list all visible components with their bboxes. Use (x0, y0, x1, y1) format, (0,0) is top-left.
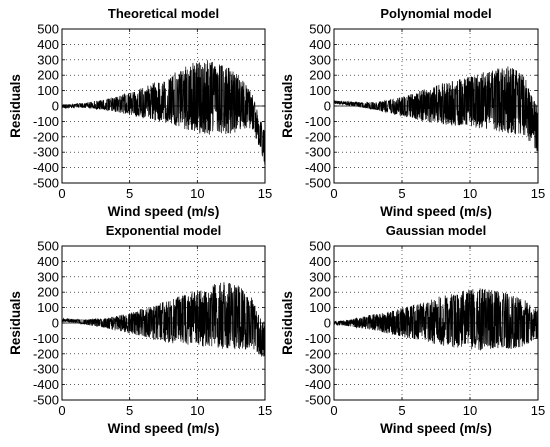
x-axis-label: Wind speed (m/s) (380, 421, 492, 436)
chart-title: Polynomial model (380, 6, 491, 21)
y-tick-label: 400 (37, 37, 59, 52)
y-tick-label: -300 (305, 145, 331, 160)
y-tick-label: -500 (33, 393, 59, 408)
x-tick-label: 10 (463, 186, 477, 201)
chart-title: Exponential model (106, 223, 222, 238)
x-axis-label: Wind speed (m/s) (380, 204, 492, 219)
y-tick-label: -500 (305, 393, 331, 408)
y-tick-label: -400 (305, 377, 331, 392)
x-axis-label: Wind speed (m/s) (108, 204, 220, 219)
y-tick-label: -300 (305, 362, 331, 377)
y-tick-label: 500 (37, 239, 59, 254)
y-tick-label: -300 (33, 145, 59, 160)
y-tick-label: 400 (309, 37, 331, 52)
y-axis-label: Residuals (280, 291, 295, 355)
y-tick-label: -200 (33, 129, 59, 144)
x-tick-label: 10 (463, 403, 477, 418)
y-axis-label: Residuals (8, 74, 23, 138)
y-tick-label: 400 (37, 254, 59, 269)
y-axis-label: Residuals (8, 291, 23, 355)
chart-title: Theoretical model (108, 6, 219, 21)
y-tick-label: 100 (309, 83, 331, 98)
y-tick-label: 0 (52, 316, 59, 331)
x-tick-label: 10 (190, 403, 204, 418)
y-tick-label: 100 (37, 300, 59, 315)
x-tick-label: 0 (58, 403, 65, 418)
y-tick-label: 300 (37, 269, 59, 284)
y-tick-label: -400 (305, 160, 331, 175)
y-tick-label: -200 (305, 129, 331, 144)
y-tick-label: -100 (305, 114, 331, 129)
x-tick-label: 15 (531, 403, 545, 418)
y-axis-label: Residuals (280, 74, 295, 138)
y-tick-label: 500 (37, 22, 59, 37)
y-tick-label: -500 (305, 176, 331, 191)
x-tick-label: 15 (258, 403, 272, 418)
x-tick-label: 5 (398, 403, 405, 418)
y-tick-label: 0 (52, 99, 59, 114)
y-tick-label: -100 (33, 331, 59, 346)
y-tick-label: -300 (33, 362, 59, 377)
residual-series (61, 282, 266, 357)
y-tick-label: -200 (305, 346, 331, 361)
y-tick-label: 400 (309, 254, 331, 269)
x-tick-label: 0 (330, 403, 337, 418)
x-tick-label: 0 (330, 186, 337, 201)
y-tick-label: 300 (37, 52, 59, 67)
y-tick-label: -400 (33, 377, 59, 392)
residual-series (333, 288, 539, 351)
x-tick-label: 5 (398, 186, 405, 201)
x-axis-label: Wind speed (m/s) (108, 421, 220, 436)
y-tick-label: 300 (309, 269, 331, 284)
x-tick-label: 5 (126, 403, 133, 418)
x-tick-label: 0 (58, 186, 65, 201)
y-tick-label: 500 (309, 239, 331, 254)
chart-title: Gaussian model (386, 223, 486, 238)
y-tick-label: -200 (33, 346, 59, 361)
y-tick-label: 0 (324, 316, 331, 331)
residual-series (333, 66, 539, 152)
y-tick-label: 200 (309, 285, 331, 300)
y-tick-label: 200 (37, 285, 59, 300)
y-tick-label: 100 (309, 300, 331, 315)
x-tick-label: 10 (190, 186, 204, 201)
x-tick-label: 15 (258, 186, 272, 201)
y-tick-label: -500 (33, 176, 59, 191)
y-tick-label: 300 (309, 52, 331, 67)
y-tick-label: 200 (37, 68, 59, 83)
y-tick-label: 200 (309, 68, 331, 83)
x-tick-label: 5 (126, 186, 133, 201)
y-tick-label: 500 (309, 22, 331, 37)
y-tick-label: -100 (33, 114, 59, 129)
y-tick-label: 0 (324, 99, 331, 114)
y-tick-label: -400 (33, 160, 59, 175)
y-tick-label: -100 (305, 331, 331, 346)
x-tick-label: 15 (531, 186, 545, 201)
y-tick-label: 100 (37, 83, 59, 98)
residual-series (61, 60, 266, 165)
